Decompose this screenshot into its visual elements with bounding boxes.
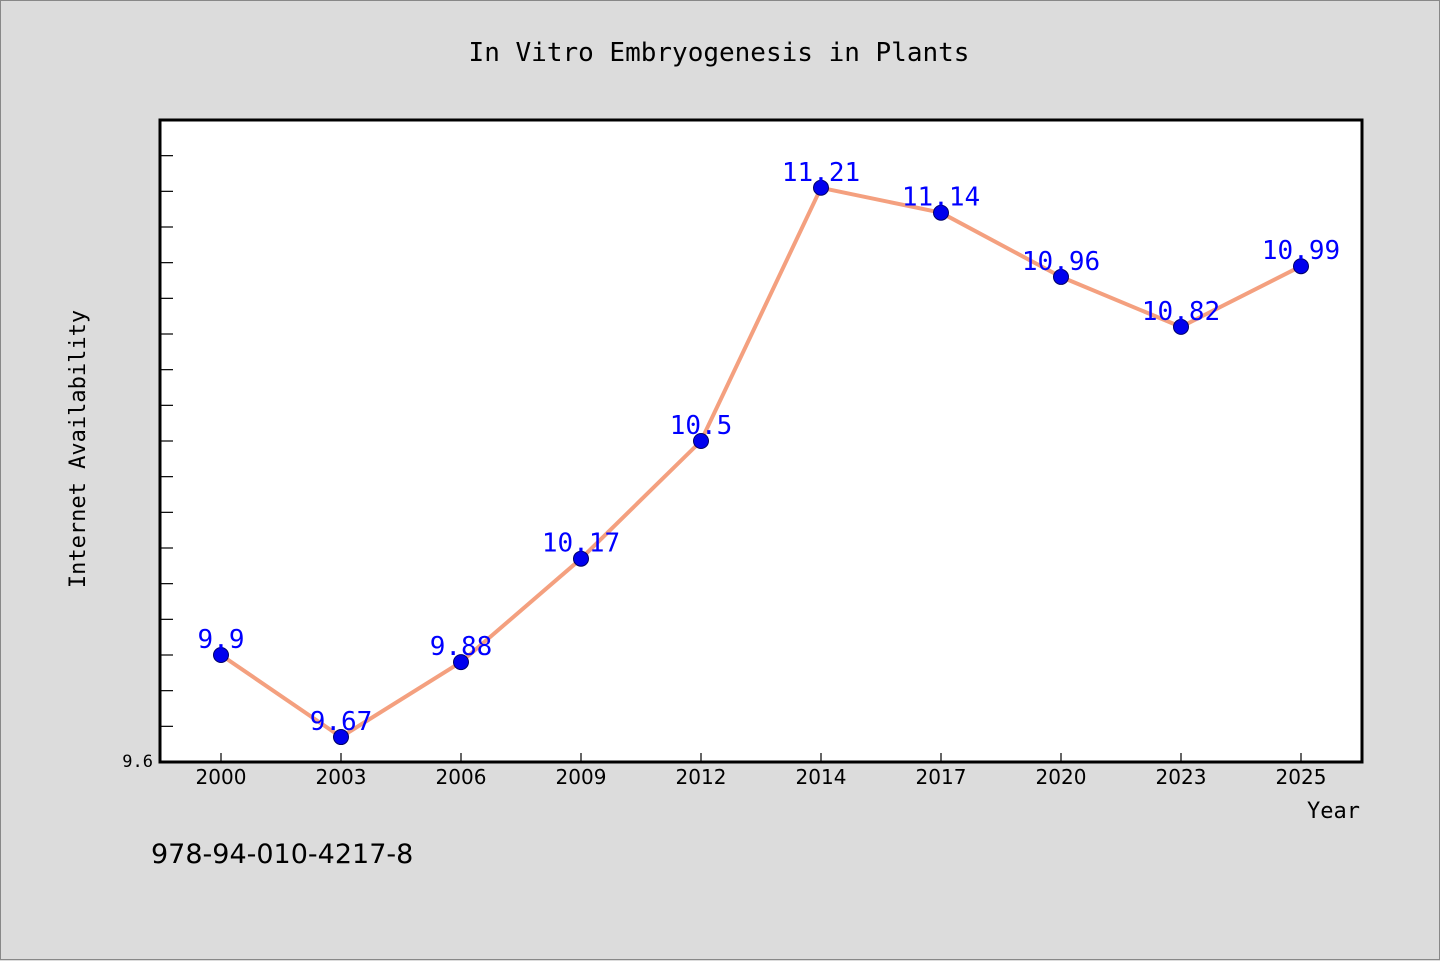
data-label: 10.82 [1142,297,1220,327]
x-tick-label: 2025 [1276,765,1327,789]
data-point [1293,258,1309,275]
data-label: 9.88 [430,632,493,662]
data-label: 9.9 [198,625,245,655]
data-label: 9.67 [310,707,373,737]
data-point [813,179,829,196]
data-point [1173,318,1189,335]
data-label: 11.21 [782,158,860,188]
series-line [219,185,1303,739]
y-tick-label: 9.6 [122,752,153,772]
y-axis-ticks [160,155,173,727]
x-tick-label: 2000 [196,765,247,789]
x-tick-label: 2006 [436,765,487,789]
x-tick-label: 2023 [1156,765,1207,789]
data-label: 10.5 [670,411,733,441]
data-label: 11.14 [902,183,980,213]
x-tick-label: 2003 [316,765,367,789]
data-point [213,647,229,663]
data-label: 10.96 [1022,247,1100,277]
x-tick-label: 2020 [1036,765,1087,789]
data-point [693,433,709,449]
x-tick-label: 2017 [916,765,967,789]
x-axis-ticks [220,753,1302,762]
data-point [573,550,589,567]
data-label: 10.17 [542,529,620,559]
data-point [1053,268,1069,285]
chart-title: In Vitro Embryogenesis in Plants [469,38,970,68]
x-tick-label: 2012 [676,765,727,789]
x-axis-label: Year [1307,799,1360,824]
data-point [333,729,349,746]
y-axis-label: Internet Availability [66,310,91,588]
data-point [933,204,949,221]
data-label: 10.99 [1262,236,1340,266]
isbn-text: 978-94-010-4217-8 [151,839,413,870]
data-labels: 9.9 9.67 9.88 10.17 10.5 11.21 11.14 10.96 10.82… [198,158,1341,737]
plot-area [158,118,1364,764]
x-tick-label: 2009 [556,765,607,789]
x-tick-label: 2014 [796,765,847,789]
x-axis-tick-labels: 2000 2003 2006 2009 2012 2014 2017 2020 2023 2025 [196,765,1327,789]
series-markers [213,179,1309,746]
data-point [453,654,469,671]
